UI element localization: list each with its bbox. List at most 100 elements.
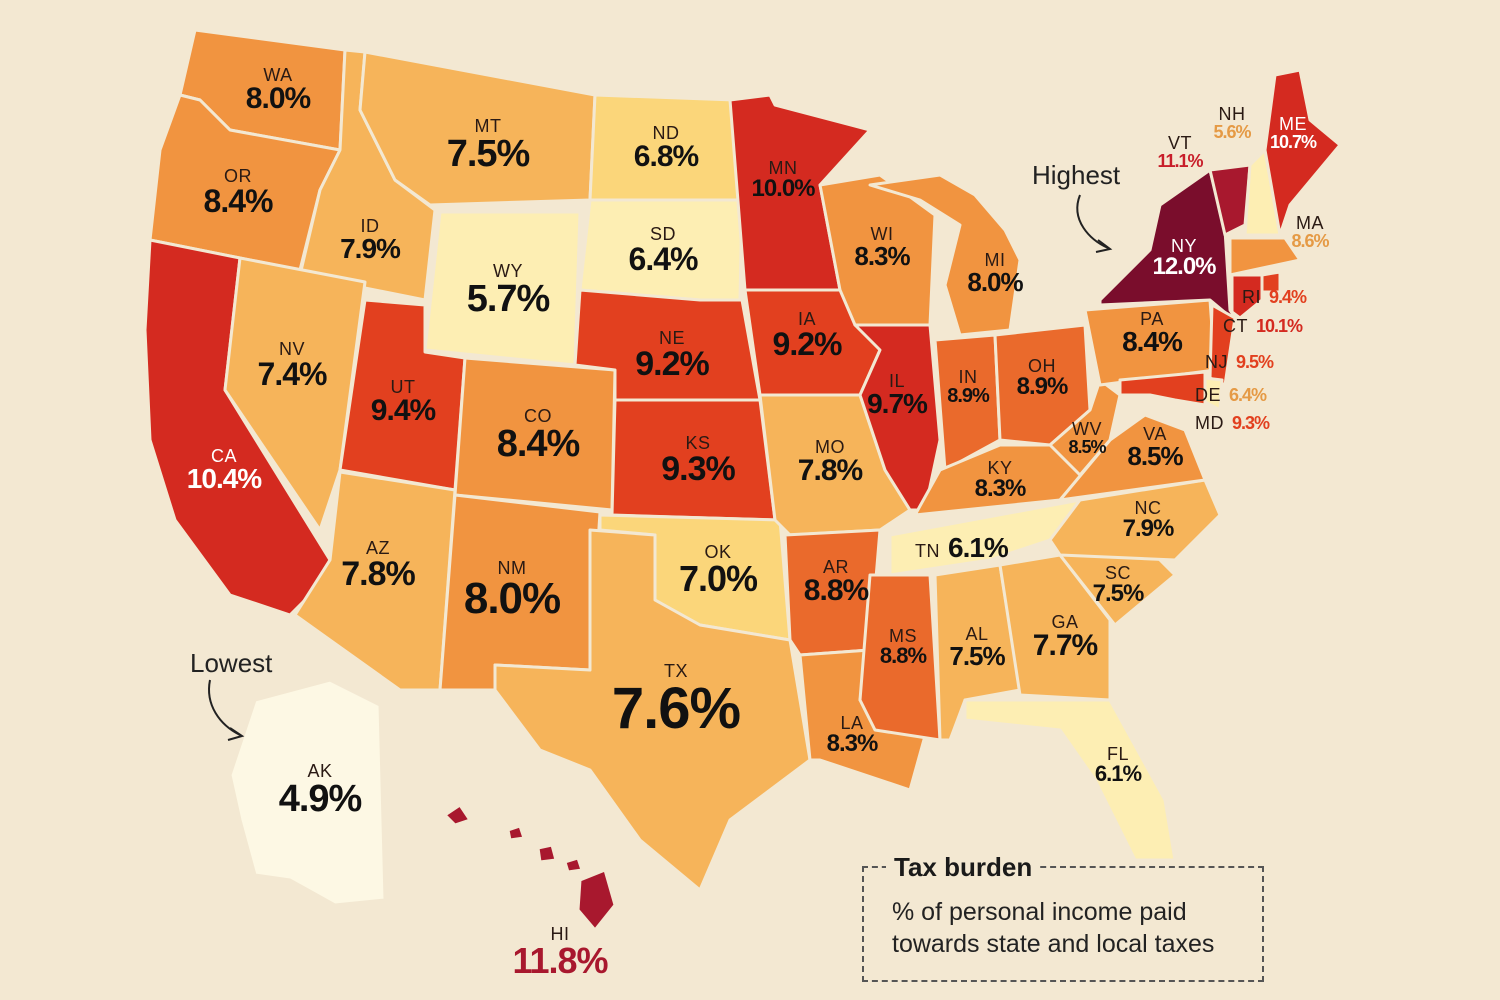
state-value: 8.8% [879,643,927,668]
state-label-ND: ND 6.8% [633,124,699,173]
state-abbr: IL [888,371,906,391]
state-label-KY: KY 8.3% [975,458,1027,501]
state-abbr: OK [704,542,732,562]
state-label-NM: NM 8.0% [463,558,561,623]
state-MI [868,173,1022,337]
state-value: 6.1% [948,532,1009,563]
state-abbr: HI [550,924,570,944]
state-value: 8.9% [947,385,990,407]
state-abbr: CO [524,406,552,426]
state-value: 9.2% [772,326,843,362]
state-label-MI: MI 8.0% [967,251,1023,297]
state-abbr: IN [958,367,978,387]
state-value: 6.4% [1229,385,1267,405]
state-value: 7.4% [257,356,328,392]
state-value: 6.8% [633,140,699,173]
state-label-NY: NY 12.0% [1152,237,1216,280]
state-label-GA: GA 7.7% [1032,612,1098,662]
state-value: 8.6% [1291,231,1329,251]
state-value: 11.1% [1157,151,1203,171]
state-value: 9.2% [635,345,709,383]
state-value: 8.3% [854,241,910,271]
state-abbr: CA [210,446,237,466]
state-value: 10.0% [751,175,815,202]
state-label-MS: MS 8.8% [879,627,927,668]
state-value: 8.0% [967,267,1023,297]
state-value: 7.8% [341,555,415,593]
state-value: 11.8% [512,940,608,981]
state-abbr: ID [360,216,380,236]
state-label-SC: SC 7.5% [1093,564,1145,606]
state-abbr: MD [1195,413,1224,433]
state-label-MA: MA 8.6% [1291,214,1329,251]
state-abbr: NM [497,558,527,578]
state-label-ME: ME 10.7% [1270,114,1317,151]
state-value: 7.8% [797,454,863,487]
state-abbr: NV [278,339,305,359]
state-abbr: WV [1072,419,1102,439]
state-label-NH: NH 5.6% [1213,104,1251,141]
state-label-WY: WY 5.7% [467,262,551,318]
state-TX [493,528,812,892]
highest-arrow [1076,194,1109,249]
lowest-annotation: Lowest [190,648,273,678]
state-value: 9.4% [1269,287,1307,307]
state-CT [1230,273,1264,320]
state-abbr: AZ [365,538,390,558]
state-value: 7.6% [611,676,741,741]
state-abbr: NJ [1205,352,1228,372]
state-value: 9.7% [867,388,928,419]
state-label-HI: HI 11.8% [512,924,608,981]
state-label-IN: IN 8.9% [947,367,990,407]
state-value: 12.0% [1152,253,1216,280]
state-abbr: KY [987,458,1013,478]
state-value: 9.5% [1236,352,1274,372]
state-value: 9.3% [1232,413,1270,433]
state-abbr: SD [649,224,676,244]
state-label-OH: OH 8.9% [1016,357,1069,400]
state-label-IL: IL 9.7% [867,371,928,419]
state-value: 7.5% [949,641,1005,671]
state-GA [998,553,1112,702]
state-NJ [1208,303,1237,387]
state-label-FL: FL 6.1% [1094,744,1142,786]
state-value: 8.9% [1016,373,1069,400]
state-value: 8.0% [463,574,561,623]
state-label-NV: NV 7.4% [257,339,328,392]
state-MA [1228,236,1302,277]
state-value: 6.1% [1094,761,1142,786]
state-MD [1118,370,1207,407]
state-value: 7.7% [1032,629,1098,662]
annotation-arrows [208,194,1113,741]
state-abbr: NE [658,328,685,348]
state-abbr: GA [1051,612,1079,632]
state-abbr: AR [822,557,850,577]
state-value: 8.8% [803,574,869,607]
state-value: 7.0% [678,558,758,599]
state-label-WI: WI 8.3% [854,224,910,271]
state-label-NC: NC 7.9% [1123,498,1175,541]
state-value: 9.3% [661,450,735,488]
state-abbr: MN [768,158,798,178]
state-value: 6.4% [628,241,699,277]
state-value: 8.3% [826,730,879,757]
state-label-AZ: AZ 7.8% [341,539,415,591]
state-abbr: WI [870,224,894,244]
state-abbr: IA [797,309,816,329]
state-abbr: VT [1167,133,1193,153]
state-abbr: LA [840,713,864,733]
lowest-arrow [208,679,241,736]
state-abbr: AL [965,624,989,644]
state-label-WA: WA 8.0% [246,66,311,114]
state-label-TN: TN 6.1% [915,532,1009,563]
legend: Tax burden % of personal income paid tow… [862,852,1264,982]
state-abbr: FL [1106,744,1129,764]
state-abbr: NH [1218,104,1246,124]
state-value: 8.4% [1122,326,1183,357]
state-label-WV: WV 8.5% [1068,419,1106,456]
state-abbr: NC [1134,498,1162,518]
state-abbr: ME [1278,114,1307,134]
state-label-AL: AL 7.5% [949,624,1005,671]
state-NV [223,256,367,532]
state-label-UT: UT 9.4% [371,378,436,426]
